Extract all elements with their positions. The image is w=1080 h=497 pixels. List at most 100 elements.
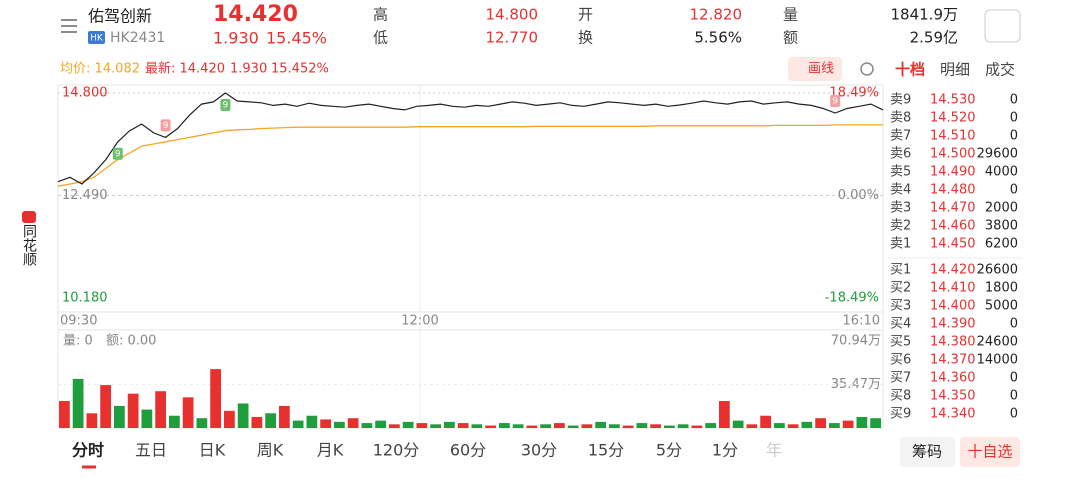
period-tab[interactable]: 月K <box>317 441 344 460</box>
volume-bar <box>760 415 771 428</box>
draw-button[interactable] <box>788 57 842 81</box>
stat-value: 12.770 <box>486 29 539 47</box>
side-tab[interactable]: 成交 <box>985 61 1015 79</box>
book-volume: 6200 <box>985 237 1018 252</box>
volume-bar <box>72 378 84 428</box>
volume-bar <box>292 420 304 428</box>
settings-icon[interactable] <box>860 62 874 76</box>
latest-price: 最新: 14.420 <box>145 61 225 77</box>
period-tab[interactable]: 1分 <box>712 441 738 460</box>
volume-bar <box>705 423 716 428</box>
volume-bar <box>691 425 703 428</box>
stat-label: 量 <box>783 6 798 24</box>
book-price: 14.340 <box>930 407 976 422</box>
side-tab[interactable]: 十档 <box>895 61 925 79</box>
stock-code: HK2431 <box>110 30 165 46</box>
volume-bar <box>801 421 813 428</box>
volume-bar <box>512 424 524 428</box>
period-tab[interactable]: 五日 <box>135 441 167 460</box>
book-price: 14.450 <box>930 237 976 252</box>
book-volume: 0 <box>1010 183 1018 198</box>
volume-bar <box>540 424 551 428</box>
book-level: 买3 <box>890 299 911 314</box>
y-tick-label: 35.47万 <box>831 377 881 392</box>
volume-bar <box>141 409 153 428</box>
book-level: 买6 <box>890 353 911 368</box>
volume-bar <box>677 424 689 428</box>
signal-marker <box>160 119 171 132</box>
book-level: 买7 <box>890 371 911 386</box>
chart-frame <box>57 84 884 429</box>
watch-button[interactable] <box>960 437 1020 467</box>
volume-bar <box>430 424 441 428</box>
volume-bar <box>567 425 579 428</box>
chip-button[interactable] <box>900 437 955 467</box>
pct-tick-label: -18.49% <box>825 291 879 306</box>
book-volume: 26600 <box>977 263 1018 278</box>
volume-bar <box>265 413 276 428</box>
stat-value: 1841.9万 <box>891 6 959 24</box>
volume-bar <box>361 423 373 428</box>
signal-marker <box>220 99 231 111</box>
book-level: 卖8 <box>890 111 911 126</box>
chip-label[interactable]: 筹码 <box>912 443 942 461</box>
side-tab[interactable]: 明细 <box>940 61 970 79</box>
volume-bar <box>856 416 868 428</box>
volume-bar <box>842 420 854 428</box>
book-level: 卖3 <box>890 201 911 216</box>
layout-button[interactable] <box>984 9 1021 43</box>
x-tick-label: 16:10 <box>843 314 880 329</box>
book-volume: 0 <box>1010 111 1018 126</box>
book-level: 卖1 <box>890 237 911 252</box>
volume-bar <box>815 418 826 428</box>
avg-line <box>57 124 883 187</box>
period-tab[interactable]: 120分 <box>373 441 420 460</box>
volume-bar <box>334 421 345 428</box>
period-tab[interactable]: 5分 <box>656 441 682 460</box>
volume-bar <box>746 424 758 428</box>
period-tab[interactable]: 分时 <box>72 441 104 460</box>
book-level: 卖4 <box>890 183 911 198</box>
stat-label: 开 <box>578 6 593 24</box>
period-tab[interactable]: 30分 <box>521 441 557 460</box>
period-tab[interactable]: 周K <box>257 441 284 460</box>
volume-bar <box>787 424 799 428</box>
volume-bar <box>609 424 620 428</box>
y-tick-label: 70.94万 <box>831 334 881 349</box>
period-tab[interactable]: 年 <box>766 441 782 460</box>
volume-bar <box>224 410 235 428</box>
draw-label[interactable]: 画线 <box>808 62 834 77</box>
volume-bar <box>279 405 290 428</box>
period-tab[interactable]: 15分 <box>588 441 624 460</box>
brand-name: 同花顺 <box>21 224 37 266</box>
volume-bar <box>650 424 661 428</box>
book-level: 买1 <box>890 263 911 278</box>
volume-bar <box>774 423 785 428</box>
info-change: 1.930 <box>230 62 267 77</box>
book-price: 14.490 <box>930 165 976 180</box>
volume-bar <box>210 369 221 428</box>
volume-bar <box>416 423 428 428</box>
book-level: 卖9 <box>890 93 911 108</box>
menu-icon[interactable] <box>61 19 77 33</box>
volume-bar <box>471 424 483 428</box>
watch-label[interactable]: 十自选 <box>967 443 1012 461</box>
book-price: 14.530 <box>930 93 976 108</box>
volume-bar <box>114 405 125 428</box>
amount-label: 额: 0.00 <box>106 334 156 349</box>
period-tab[interactable]: 60分 <box>450 441 486 460</box>
book-volume: 0 <box>1010 389 1018 404</box>
volume-bar <box>457 423 469 428</box>
volume-bar <box>375 420 386 428</box>
book-price: 14.370 <box>930 353 976 368</box>
volume-bar <box>499 423 510 428</box>
book-price: 14.350 <box>930 389 976 404</box>
volume-bar <box>719 401 730 428</box>
stat-label: 换 <box>578 29 593 47</box>
period-tab[interactable]: 日K <box>199 441 226 460</box>
book-price: 14.470 <box>930 201 976 216</box>
signal-label: 9 <box>223 101 229 111</box>
book-level: 买8 <box>890 389 911 404</box>
volume-bar <box>402 421 414 428</box>
